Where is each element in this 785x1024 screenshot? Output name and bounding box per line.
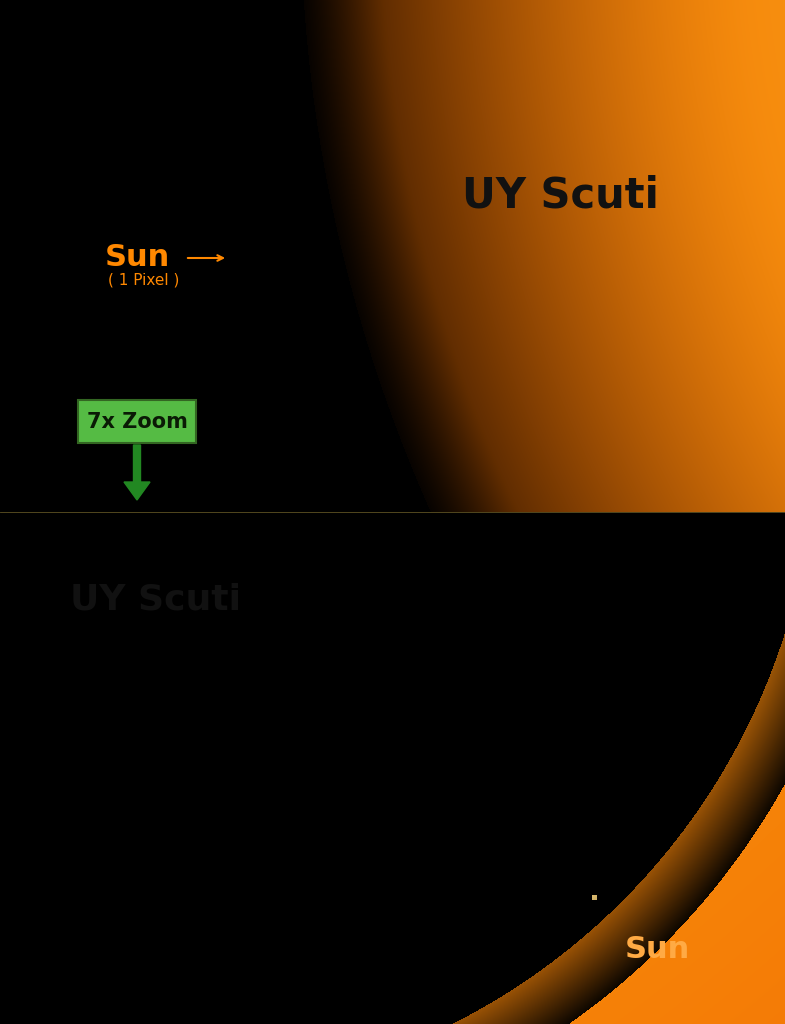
Text: ( 1 Pixel ): ( 1 Pixel ) [108, 272, 180, 288]
FancyArrow shape [124, 445, 150, 500]
Text: Sun: Sun [625, 936, 690, 965]
FancyBboxPatch shape [78, 400, 196, 443]
Text: 7x Zoom: 7x Zoom [86, 412, 188, 431]
Text: UY Scuti: UY Scuti [462, 174, 659, 216]
Text: Sun: Sun [105, 244, 170, 272]
Text: UY Scuti: UY Scuti [70, 583, 241, 617]
